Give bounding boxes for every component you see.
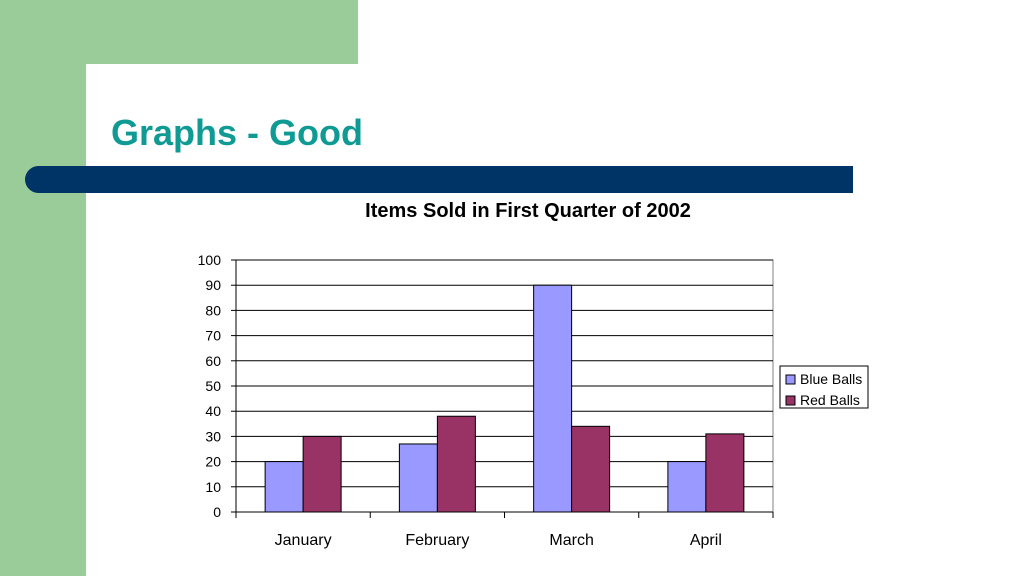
y-tick-label: 50: [205, 378, 221, 394]
bar-red-balls-february: [436, 415, 476, 513]
y-tick-label: 0: [213, 504, 221, 520]
bar-red-balls-january: [302, 435, 342, 513]
bar-blue-balls-january: [264, 461, 304, 513]
bars: [264, 284, 745, 513]
y-tick-label: 30: [205, 428, 221, 444]
x-tick-label: March: [549, 532, 593, 549]
chart-title: Items Sold in First Quarter of 2002: [365, 200, 691, 222]
y-tick-label: 80: [205, 302, 221, 318]
y-tick-label: 90: [205, 277, 221, 293]
axes: [231, 259, 774, 518]
y-tick-label: 20: [205, 454, 221, 470]
y-tick-label: 100: [198, 252, 222, 268]
bar-blue-balls-february: [398, 443, 438, 513]
bar-blue-balls-march: [533, 284, 573, 513]
y-tick-label: 40: [205, 403, 221, 419]
bar-red-balls-april: [705, 433, 745, 513]
left-green-band: [0, 0, 86, 576]
y-tick-label: 10: [205, 479, 221, 495]
bar-blue-balls-april: [667, 461, 707, 513]
y-axis-ticks: 0 10 20 30 40 50 60 70 80 90 100: [198, 252, 222, 520]
x-tick-label: January: [275, 532, 332, 549]
x-tick-label: February: [405, 532, 469, 549]
legend-label: Red Balls: [800, 392, 860, 408]
x-axis-ticks: January February March April: [275, 532, 722, 549]
legend-swatch: [785, 374, 796, 385]
y-tick-label: 60: [205, 353, 221, 369]
slide-title: Graphs - Good: [111, 112, 363, 153]
bar-red-balls-march: [571, 425, 611, 513]
x-tick-label: April: [690, 532, 722, 549]
legend-swatch: [785, 395, 796, 406]
legend-label: Blue Balls: [800, 371, 862, 387]
top-green-band: [86, 0, 358, 64]
y-tick-label: 70: [205, 328, 221, 344]
legend: Blue Balls Red Balls: [779, 365, 869, 409]
title-underline-bar: [25, 166, 853, 193]
